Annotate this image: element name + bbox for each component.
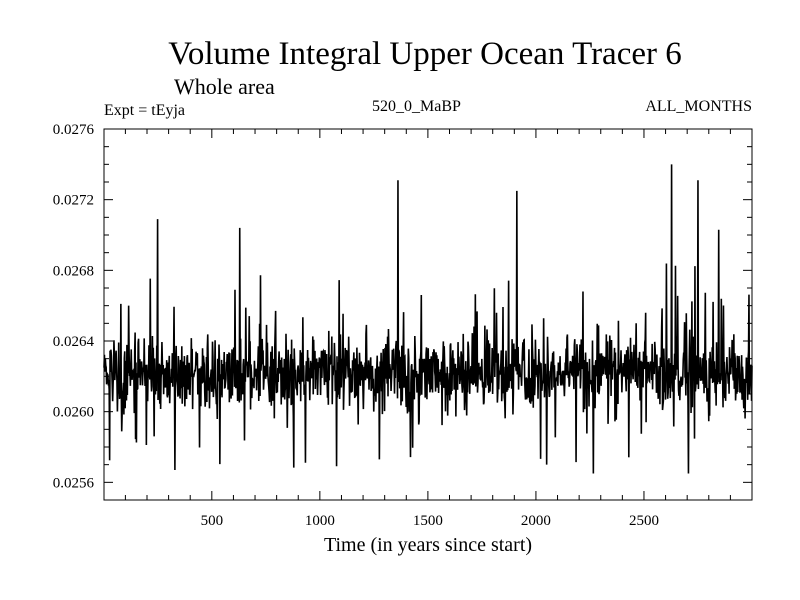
plot-frame	[103, 128, 753, 501]
x-tick-label: 1000	[305, 513, 335, 529]
y-tick-label: 0.0268	[53, 263, 94, 279]
y-tick-label: 0.0260	[53, 405, 94, 421]
y-tick-label: 0.0264	[53, 334, 95, 350]
run-label: 520_0_MaBP	[372, 98, 461, 115]
y-tick-label: 0.0276	[53, 122, 95, 138]
y-tick-label: 0.0272	[53, 193, 94, 209]
chart-subtitle: Whole area	[174, 74, 275, 99]
x-axis: 500 1000 1500 2000 2500	[124, 129, 731, 529]
x-tick-label: 500	[201, 513, 224, 529]
x-tick-label: 1500	[413, 513, 443, 529]
series-layer	[103, 164, 753, 474]
x-tick-label: 2500	[629, 513, 659, 529]
months-label: ALL_MONTHS	[645, 98, 752, 115]
x-tick-label: 2000	[521, 513, 551, 529]
chart-title: Volume Integral Upper Ocean Tracer 6	[168, 36, 682, 72]
x-axis-label: Time (in years since start)	[323, 534, 533, 556]
y-tick-label: 0.0256	[53, 475, 95, 491]
y-axis: 0.0256 0.0260 0.0264 0.0268 0.0272 0.0276	[53, 122, 752, 501]
experiment-label: Expt = tEyja	[104, 102, 186, 119]
tracer-series-line	[103, 164, 753, 474]
